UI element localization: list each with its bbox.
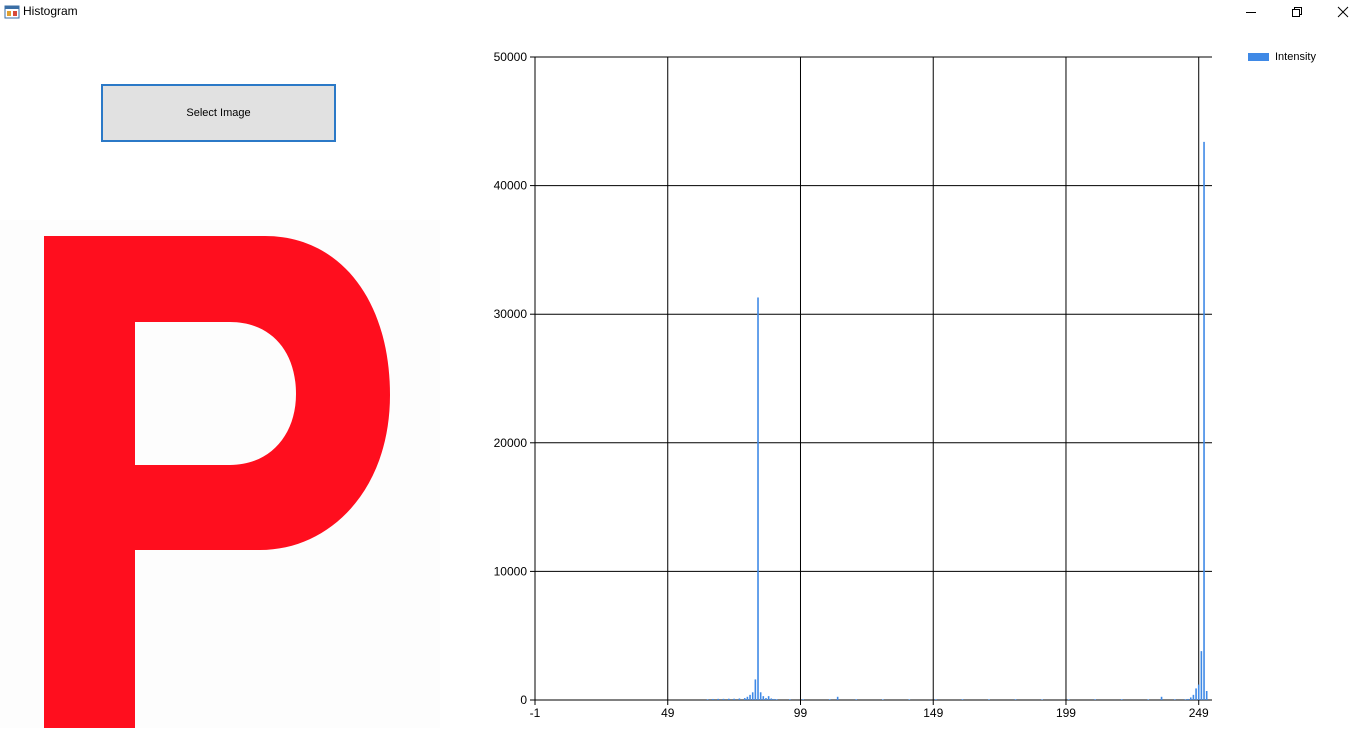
restore-button[interactable]	[1274, 0, 1320, 24]
histogram-bar	[789, 699, 791, 700]
histogram-bar	[706, 699, 709, 700]
minimize-button[interactable]	[1228, 0, 1274, 24]
histogram-bar	[717, 698, 719, 700]
histogram-bar	[757, 297, 759, 700]
restore-icon	[1292, 7, 1302, 17]
image-preview	[0, 220, 440, 728]
histogram-bar	[1203, 141, 1205, 701]
histogram-bar	[773, 698, 775, 700]
histogram-bar	[712, 698, 714, 700]
x-tick-label: 199	[1056, 706, 1076, 720]
histogram-bar	[1187, 698, 1189, 700]
legend-label: Intensity	[1275, 51, 1316, 63]
histogram-bar	[770, 698, 773, 700]
histogram-bar	[1014, 699, 1017, 700]
x-tick-label: -1	[530, 706, 541, 720]
minimize-icon	[1246, 12, 1256, 13]
histogram-bar	[759, 692, 762, 700]
histogram-bar	[828, 699, 831, 700]
close-button[interactable]	[1320, 0, 1366, 24]
legend-swatch	[1248, 53, 1269, 61]
histogram-bar	[1197, 684, 1200, 700]
histogram-bar	[935, 699, 937, 700]
histogram-bar	[961, 699, 964, 700]
x-tick-label: 149	[923, 706, 943, 720]
histogram-bar	[988, 699, 990, 700]
histogram-bar	[728, 698, 730, 700]
form-icon	[4, 5, 20, 19]
histogram-bar	[1205, 690, 1208, 700]
histogram-bar	[1147, 699, 1150, 700]
histogram-bar	[775, 699, 778, 700]
histogram-bar	[722, 698, 725, 700]
histogram-bar	[1189, 697, 1192, 700]
histogram-bar	[1120, 699, 1123, 700]
histogram-bar	[802, 699, 804, 700]
histogram-bar	[908, 699, 911, 700]
histogram-bar	[1192, 694, 1195, 700]
chart-legend: Intensity	[1248, 50, 1316, 64]
histogram-bar	[762, 696, 765, 700]
histogram-bar	[1067, 699, 1070, 700]
histogram-bar	[881, 699, 884, 700]
histogram-bar	[733, 698, 735, 700]
histogram-bar	[855, 699, 858, 700]
histogram-bar	[754, 679, 757, 700]
y-tick-label: 10000	[494, 564, 528, 578]
histogram-bar	[1174, 699, 1176, 700]
histogram-bar	[746, 696, 749, 700]
histogram-bar	[1094, 699, 1096, 700]
histogram-bar	[765, 698, 767, 700]
histogram-bar	[1200, 651, 1203, 700]
histogram-bar	[1041, 699, 1043, 700]
y-tick-label: 0	[520, 693, 527, 707]
histogram-bar	[751, 692, 754, 700]
select-image-button[interactable]: Select Image	[101, 84, 336, 142]
window-title: Histogram	[23, 4, 78, 18]
y-tick-label: 20000	[494, 436, 528, 450]
x-tick-label: 249	[1189, 706, 1209, 720]
close-icon	[1337, 6, 1349, 18]
histogram-bar	[749, 694, 751, 700]
y-tick-label: 40000	[494, 179, 528, 193]
histogram-bar	[1160, 696, 1163, 700]
histogram-bar	[743, 698, 746, 700]
y-tick-label: 50000	[494, 50, 528, 64]
histogram-bar	[767, 696, 770, 700]
title-bar: Histogram	[0, 0, 1366, 24]
histogram-bar	[836, 696, 839, 700]
histogram-bar	[1184, 699, 1187, 700]
x-tick-label: 49	[661, 706, 675, 720]
letter-p-image	[44, 236, 390, 728]
x-tick-label: 99	[794, 706, 808, 720]
histogram-bar	[738, 698, 741, 700]
y-tick-label: 30000	[494, 307, 528, 321]
histogram-bar	[1195, 688, 1197, 700]
